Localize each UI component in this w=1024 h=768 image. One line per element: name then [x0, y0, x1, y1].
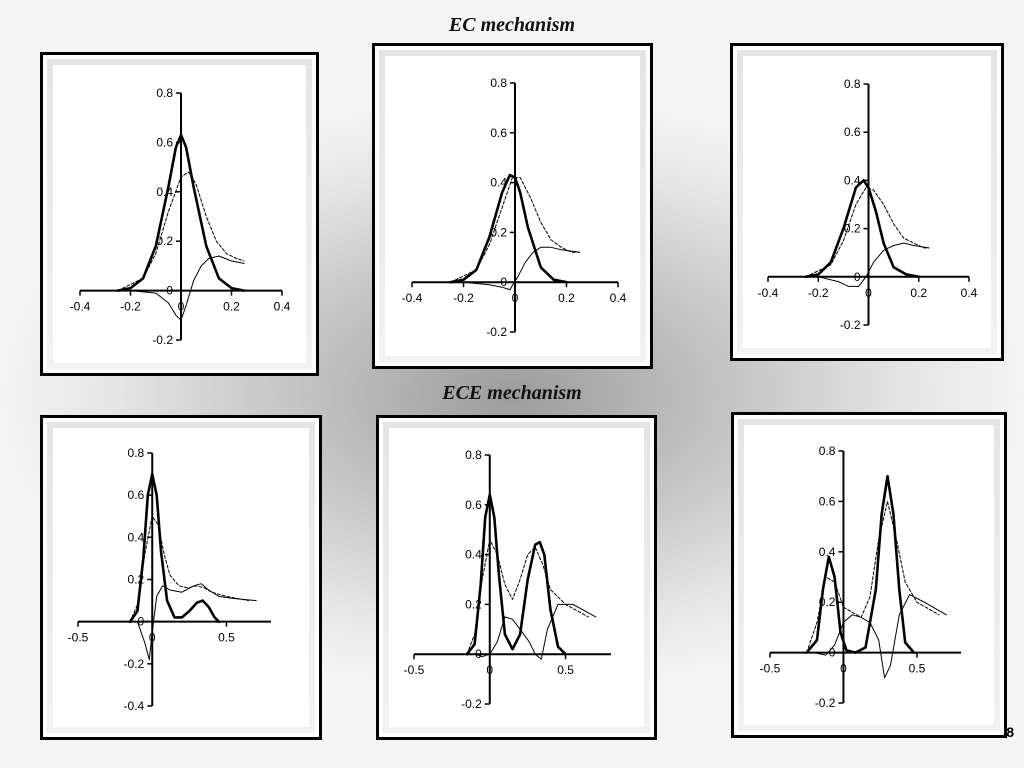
x-tick-label: 0: [149, 631, 156, 645]
chart-panel-ec-2: -0.4 -0.2 0 0.2 0.4 -0.2 0 0.2 0.4 0.6 0.8: [372, 43, 653, 369]
chart-panel-ece-1: -0.5 0 0.5 -0.4 -0.2 0 0.2 0.4 0.6 0.8: [40, 415, 322, 740]
y-tick-label: 0.8: [128, 446, 145, 460]
chart-panel-ece-2: -0.5 0 0.5 -0.2 0 0.2 0.4 0.6 0.8: [376, 415, 657, 740]
chart-ece-2: -0.5 0 0.5-0.200.20.40.60.8: [404, 448, 611, 711]
y-tick-label: 0.4: [465, 548, 482, 562]
y-tick-label: -0.2: [461, 697, 482, 711]
y-tick-label: 0.4: [128, 530, 145, 544]
ec-section-title: EC mechanism: [448, 14, 576, 36]
x-tick-label: 0: [178, 300, 185, 314]
y-tick-label: 0.8: [819, 444, 836, 458]
y-tick-label: -0.2: [840, 318, 861, 332]
series-line-thick: [465, 493, 567, 656]
y-tick-label: 0.6: [465, 498, 482, 512]
y-tick-label: -0.2: [486, 325, 507, 339]
series-line-fine: [474, 603, 597, 660]
chart-panel-ec-1: -0.4 -0.2 0 0.2 0.4 -0.2 0 0.2 0.4 0.6 0.8: [40, 52, 319, 376]
y-tick-label: 0.2: [844, 222, 861, 236]
x-tick-label: 0.4: [610, 291, 627, 305]
series-line-fine: [463, 246, 580, 291]
chart-ece-3: -0.5 0 0.5-0.200.20.40.60.8: [760, 444, 961, 710]
y-tick-label: 0.8: [465, 448, 482, 462]
x-tick-label: -0.5: [760, 662, 781, 676]
chart-ec-3: -0.4 -0.2 0 0.2 0.4 -0.2 0 0.2 0.4 0.6 0.8: [758, 77, 978, 332]
y-tick-label: 0.6: [844, 125, 861, 139]
y-tick-label: 0: [500, 275, 507, 289]
y-tick-label: 0.4: [819, 545, 836, 559]
chart-ece-1: -0.5 0 0.5-0.4-0.200.20.40.60.8: [68, 446, 271, 713]
series-line-fine: [813, 594, 947, 679]
y-tick-label: 0.8: [156, 86, 173, 100]
x-tick-label: 0: [865, 286, 872, 300]
x-tick-label: 0: [512, 291, 519, 305]
y-tick-label: 0.6: [128, 488, 145, 502]
y-tick-label: 0.4: [844, 173, 861, 187]
series-line-fine: [130, 255, 245, 321]
series-line-thick: [449, 173, 568, 284]
series-line-dash: [466, 539, 589, 655]
series-line-dash: [806, 500, 940, 654]
y-tick-label: 0.4: [156, 185, 173, 199]
x-tick-label: 0.5: [557, 663, 574, 677]
y-tick-label: 0.2: [490, 225, 507, 239]
x-tick-label: -0.4: [70, 300, 91, 314]
series-line-dash: [805, 187, 930, 278]
y-tick-label: 0: [854, 270, 861, 284]
y-tick-label: -0.2: [152, 333, 173, 347]
series-line-dash: [129, 515, 250, 623]
x-tick-label: 0.4: [961, 286, 978, 300]
y-tick-label: 0: [138, 615, 145, 629]
x-tick-label: 0.5: [909, 662, 926, 676]
y-tick-label: 0.6: [490, 126, 507, 140]
x-tick-label: 0.4: [274, 300, 291, 314]
x-tick-label: -0.5: [404, 663, 425, 677]
y-tick-label: 0.6: [156, 135, 173, 149]
series-line-dash: [117, 171, 245, 292]
x-tick-label: -0.2: [120, 300, 141, 314]
series-line-fine: [817, 242, 930, 287]
x-tick-label: -0.5: [68, 631, 89, 645]
x-tick-label: 0: [840, 662, 847, 676]
x-tick-label: -0.2: [808, 286, 829, 300]
y-tick-label: 0.8: [490, 76, 507, 90]
series-line-thick: [128, 472, 221, 623]
ece-section-title: ECE mechanism: [442, 382, 582, 404]
series-line-thick: [804, 179, 921, 279]
x-tick-label: -0.4: [402, 291, 423, 305]
x-tick-label: 0: [486, 663, 493, 677]
y-tick-label: -0.4: [124, 699, 145, 713]
series-line-thick: [805, 474, 916, 654]
y-tick-label: 0: [475, 647, 482, 661]
series-line-dash: [450, 177, 580, 283]
y-tick-label: 0: [166, 284, 173, 298]
x-tick-label: 0.5: [218, 631, 235, 645]
y-tick-label: 0.4: [490, 176, 507, 190]
x-tick-label: 0.2: [558, 291, 575, 305]
series-line-fine: [136, 583, 257, 661]
y-tick-label: 0.8: [844, 77, 861, 91]
chart-ec-2: -0.4 -0.2 0 0.2 0.4 -0.2 0 0.2 0.4 0.6 0.8: [402, 76, 627, 339]
x-tick-label: -0.2: [453, 291, 474, 305]
y-tick-label: -0.2: [124, 657, 145, 671]
chart-ec-1: -0.4 -0.2 0 0.2 0.4-0.200.20.40.60.8: [70, 86, 291, 347]
x-tick-label: 0.2: [223, 300, 240, 314]
x-tick-label: 0.2: [910, 286, 927, 300]
page-number: 8: [1006, 724, 1014, 740]
y-tick-label: 0.6: [819, 494, 836, 508]
chart-panel-ec-3: -0.4 -0.2 0 0.2 0.4 -0.2 0 0.2 0.4 0.6 0.8: [730, 43, 1004, 361]
y-tick-label: 0: [829, 646, 836, 660]
y-tick-label: -0.2: [815, 696, 836, 710]
chart-panel-ece-3: -0.5 0 0.5 -0.2 0 0.2 0.4 0.6 0.8: [731, 412, 1007, 738]
x-tick-label: -0.4: [758, 286, 779, 300]
